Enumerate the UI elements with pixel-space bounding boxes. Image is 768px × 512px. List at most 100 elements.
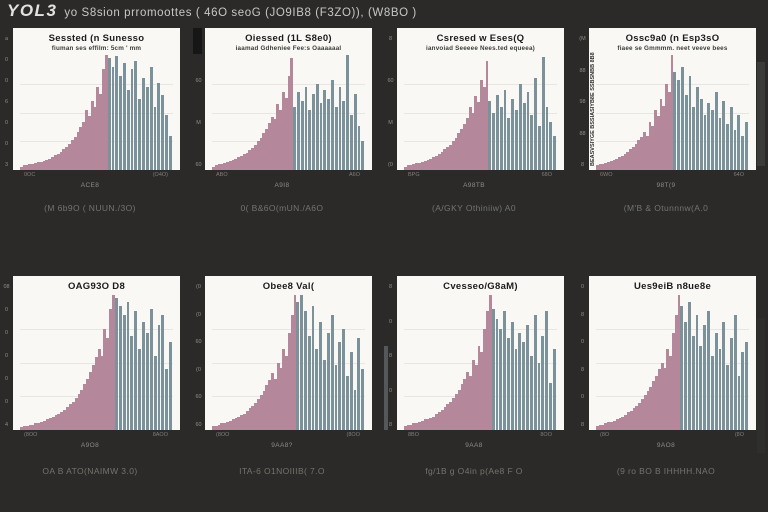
histogram-bar-teal [300, 295, 303, 430]
chart-panel: Obee8 Val( [205, 276, 372, 430]
histogram-bar-pink [429, 417, 433, 430]
x-tick-right: (8O [734, 432, 744, 438]
y-tick-label: 0 [580, 339, 585, 346]
histogram-bar-pink [109, 308, 112, 430]
histogram-bar-pink [474, 96, 478, 170]
x-tick-right: 8AOO [152, 432, 168, 438]
histogram-bar-pink [43, 420, 46, 430]
histogram-bar-pink [671, 332, 675, 430]
histogram-bar-pink [635, 405, 639, 430]
y-tick-label: 88 [579, 67, 586, 74]
histogram-bar-pink [220, 164, 224, 170]
y-tick-label: 8 [388, 284, 393, 290]
histogram-bar-pink [77, 393, 81, 430]
histogram-bar-pink [471, 359, 475, 430]
histogram-bar-teal [726, 124, 729, 170]
histogram-bar-pink [251, 148, 254, 170]
histogram-bars [212, 55, 365, 170]
chart-panel-wrap: (M 88 98 88 8 Ossc9a0 (n Esp3sO fiaee se Gmm… [576, 28, 768, 170]
plot-area [212, 295, 365, 430]
histogram-bar-pink [615, 419, 619, 430]
histogram-bar-pink [663, 367, 667, 430]
histogram-bar-teal [510, 322, 514, 430]
chart-panel-wrap: 6960M60 Oiessed (1L S8e0) iaamad Gdhenie… [192, 28, 384, 170]
chart-caption: ITA-6 O1NOIIIB( 7.O [239, 466, 325, 476]
histogram-bar-pink [290, 315, 294, 430]
histogram-bar-pink [248, 408, 252, 430]
x-tick-left: (8OO [216, 432, 230, 438]
chart-title: OAG93O D8 [67, 281, 126, 292]
histogram-bar-pink [82, 121, 86, 170]
x-axis-label: A9I8 [274, 182, 290, 189]
gridline [20, 328, 173, 330]
histogram-bar-pink [652, 381, 656, 430]
chart-panel-wrap: 08 0 0 0 0 0 4 OAG93O D8 [0, 276, 192, 430]
histogram-bar-pink [404, 425, 407, 430]
histogram-bar-pink [62, 149, 66, 170]
chart-panel: Sessted (n Sunesso fiuman ses effilm: 5c… [13, 28, 180, 170]
chart-panel-wrap: 8 0 8 0 8 Cvesseo/G8aM) [384, 276, 576, 430]
histogram-bar-teal [518, 332, 522, 430]
histogram-bar-pink [454, 393, 458, 430]
histogram-bar-pink [287, 75, 291, 170]
y-tick-label: 6 [4, 99, 9, 105]
histogram-bar-pink [667, 91, 671, 170]
histogram-bar-teal [514, 349, 518, 430]
histogram-bar-teal [142, 78, 145, 170]
histogram-bar-teal [315, 83, 319, 170]
histogram-bar-pink [449, 401, 453, 430]
histogram-bar-pink [34, 423, 38, 430]
histogram-bar-pink [80, 389, 84, 430]
histogram-bar-teal [296, 301, 300, 430]
histogram-bar-teal [153, 106, 157, 170]
y-tick-label: 88 [579, 130, 586, 137]
chart-panel: Ossc9a0 (n Esp3sO fiaee se Gmmmm. neet v… [589, 28, 756, 170]
histogram-bar-pink [446, 404, 450, 430]
histogram-bar-teal [515, 110, 518, 170]
histogram-bar-pink [40, 421, 43, 430]
y-tick-label: 0 [4, 57, 9, 63]
histogram-bar-pink [28, 424, 32, 430]
figure-brand-title: YOL3 [7, 1, 58, 20]
histogram-bar-teal [499, 328, 503, 430]
histogram-bar-pink [265, 385, 269, 430]
chart-title: Oiessed (1L S8e0) [245, 33, 332, 44]
histogram-bar-pink [657, 369, 661, 430]
plot-area [20, 295, 173, 430]
histogram-bar-teal [495, 319, 499, 430]
chart-title: Cvesseo/G8aM) [443, 281, 518, 292]
plot-area [212, 55, 365, 170]
histogram-bar-teal [553, 135, 556, 170]
image-artifact-left-bar [384, 346, 388, 430]
histogram-bar-pink [285, 355, 288, 430]
histogram-bar-pink [217, 424, 221, 430]
y-tick-label: 8 [388, 353, 393, 359]
histogram-bar-teal [722, 101, 726, 170]
histogram-bar-teal [680, 305, 684, 430]
histogram-bar-pink [643, 132, 646, 170]
histogram-bar-pink [254, 403, 257, 430]
histogram-bar-pink [443, 407, 447, 430]
histogram-bar-pink [22, 425, 26, 430]
y-tick-label: 4 [4, 422, 9, 428]
chart-panel-wrap: 8 60 M (0 Csresed w Eses(Q ianvoiad Seeeee … [384, 28, 576, 170]
histogram-bar-teal [161, 95, 165, 170]
histogram-bar-teal [545, 106, 549, 170]
chart-subtitle: fiaee se Gmmmm. neet veeve bees [617, 45, 728, 52]
histogram-bar-pink [54, 415, 58, 430]
histogram-bar-pink [404, 166, 407, 170]
histogram-bar-pink [73, 136, 77, 170]
histogram-bar-pink [618, 417, 622, 430]
x-axis-label: A9O8 [80, 442, 100, 449]
histogram-bar-pink [290, 58, 294, 170]
histogram-bar-pink [460, 128, 464, 170]
gridline [404, 328, 557, 330]
histogram-bar-teal [733, 315, 737, 430]
histogram-bar-pink [256, 141, 260, 170]
histogram-bar-teal [492, 112, 495, 170]
y-tick-label: 0 [4, 78, 9, 84]
histogram-bar-teal [699, 98, 703, 170]
histogram-bar-pink [449, 144, 452, 170]
chart-title: Sessted (n Sunesso [48, 33, 145, 44]
histogram-bar-pink [106, 338, 110, 430]
